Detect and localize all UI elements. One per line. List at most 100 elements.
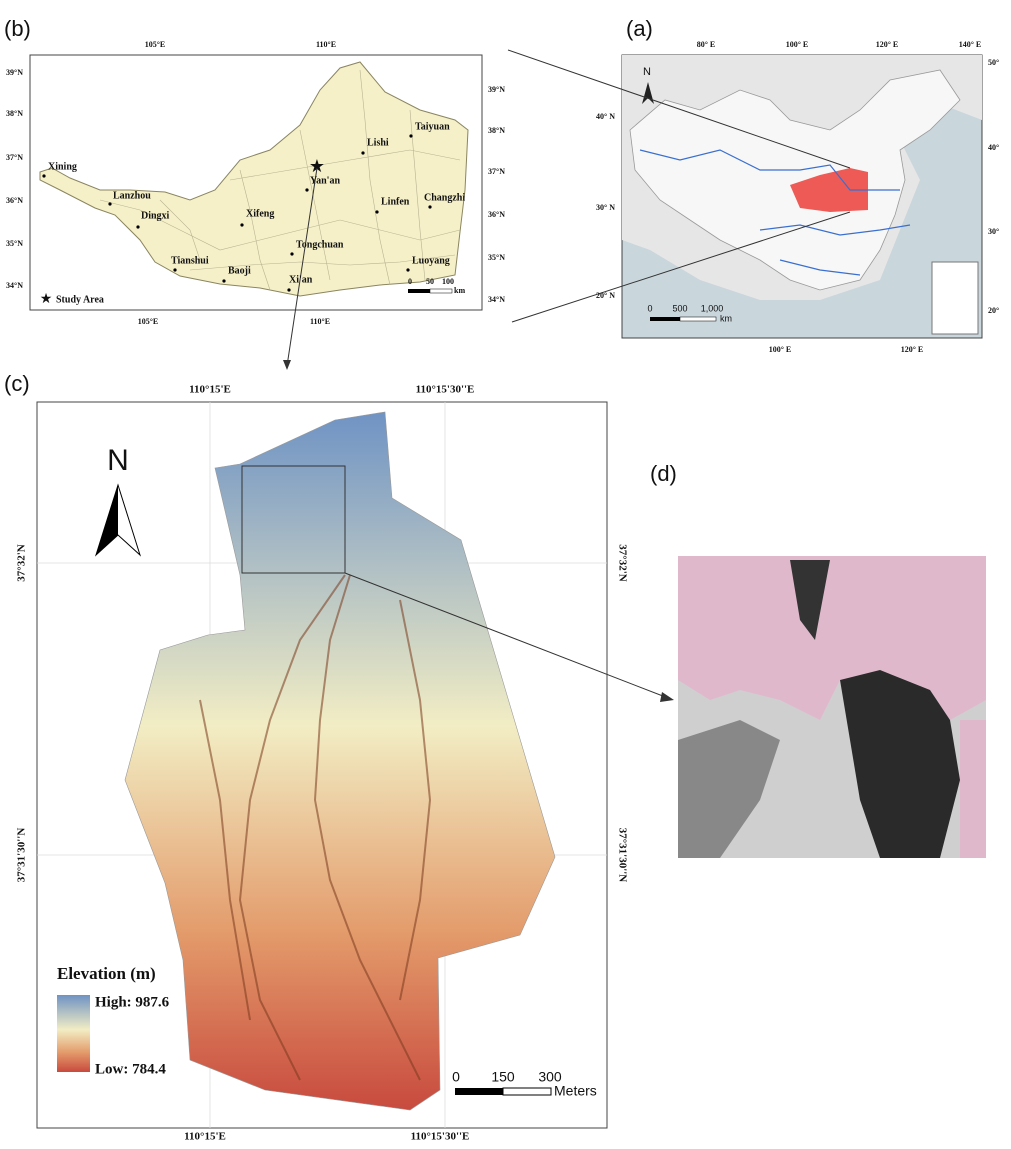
city-label: Tongchuan (296, 239, 344, 250)
city-label: Xifeng (246, 208, 274, 219)
tick-label: 20° (988, 306, 999, 315)
tick-label: 120° E (876, 40, 899, 49)
tick-label: 39°N (488, 85, 505, 94)
tick-label: 0 (452, 1069, 460, 1085)
tick-label: 0 (408, 277, 412, 286)
tick-label: 1,000 (701, 303, 724, 313)
city-dot (108, 202, 111, 205)
city-dot (287, 288, 290, 291)
legend-star: ★ (40, 292, 53, 307)
legend-bar (57, 995, 90, 1072)
tick-label: 37°31'30''N (16, 828, 28, 883)
tick-label: 30° N (596, 203, 615, 212)
city-dot (361, 151, 364, 154)
panel-label: (d) (650, 461, 677, 486)
tick-label: 100° E (769, 345, 792, 354)
tick-label: 36°N (6, 196, 23, 205)
tick-label: 110°15'E (189, 384, 231, 396)
tick-label: 40° N (596, 112, 615, 121)
north-label: N (107, 444, 129, 477)
city-label: Yan'an (310, 175, 340, 186)
tick-label: 34°N (488, 295, 505, 304)
legend-title: Elevation (m) (57, 964, 156, 983)
tick-label: 50 (426, 277, 434, 286)
scale-bar (503, 1088, 551, 1095)
tick-label: 36°N (488, 210, 505, 219)
city-label: Tianshui (171, 255, 209, 266)
tick-label: 37°N (488, 167, 505, 176)
tick-label: 110°E (310, 317, 330, 326)
tick-label: 38°N (488, 126, 505, 135)
study-star: ★ (309, 156, 325, 176)
legend-high: High: 987.6 (95, 994, 170, 1010)
city-label: Taiyuan (415, 121, 450, 132)
city-label: Changzhi (424, 192, 465, 203)
tick-label: 39°N (6, 68, 23, 77)
terrace-area (960, 720, 986, 858)
inset (932, 262, 978, 334)
tick-label: 80° E (697, 40, 716, 49)
tick-label: 140° E (959, 40, 982, 49)
tick-label: 150 (491, 1069, 515, 1085)
scale-unit: km (720, 313, 732, 323)
city-dot (173, 268, 176, 271)
tick-label: 30° (988, 227, 999, 236)
tick-label: 100 (442, 277, 454, 286)
tick-label: 105°E (138, 317, 159, 326)
city-dot (428, 205, 431, 208)
tick-label: 110°15'30''E (411, 1131, 470, 1143)
city-label: Xining (48, 161, 77, 172)
scale-bar (408, 289, 430, 293)
city-dot (136, 225, 139, 228)
tick-label: 110°15'E (184, 1131, 226, 1143)
tick-label: 35°N (6, 239, 23, 248)
city-label: Lanzhou (113, 190, 151, 201)
tick-label: 40° (988, 143, 999, 152)
legend-low: Low: 784.4 (95, 1061, 166, 1077)
city-dot (375, 210, 378, 213)
city-dot (240, 223, 243, 226)
city-dot (42, 174, 45, 177)
tick-label: 37°32'N (16, 544, 28, 581)
tick-label: 35°N (488, 253, 505, 262)
scale-unit: km (454, 286, 465, 295)
panel-label: (c) (4, 371, 30, 396)
tick-label: 0 (647, 303, 652, 313)
tick-label: 105°E (145, 40, 166, 49)
tick-label: 37°31'30''N (616, 828, 628, 883)
scale-bar (430, 289, 452, 293)
tick-label: 120° E (901, 345, 924, 354)
city-dot (406, 268, 409, 271)
north-label: N (643, 66, 651, 78)
panel-label: (a) (626, 16, 653, 41)
tick-label: 50° (988, 58, 999, 67)
tick-label: 100° E (786, 40, 809, 49)
city-dot (290, 252, 293, 255)
tick-label: 37°N (6, 153, 23, 162)
panel-label: (b) (4, 16, 31, 41)
tick-label: 38°N (6, 109, 23, 118)
scale-bar (455, 1088, 503, 1095)
scale-unit: Meters (554, 1083, 597, 1099)
city-label: Dingxi (141, 210, 170, 221)
arrow-head (283, 360, 291, 370)
legend-label: Study Area (56, 294, 104, 305)
tick-label: 110°E (316, 40, 336, 49)
city-label: Lishi (367, 137, 389, 148)
scale-bar (650, 317, 680, 321)
city-label: Luoyang (412, 255, 450, 266)
tick-label: 500 (672, 303, 687, 313)
city-label: Xi'an (289, 274, 313, 285)
tick-label: 37°32'N (616, 544, 628, 581)
city-label: Linfen (381, 196, 410, 207)
arrow-head (660, 692, 674, 702)
city-dot (305, 188, 308, 191)
tick-label: 110°15'30''E (416, 384, 475, 396)
figure: ★ ★ (b)105°E110°E105°E110°E39°N38 (0, 0, 1011, 1144)
city-label: Baoji (228, 265, 251, 276)
city-dot (222, 279, 225, 282)
tick-label: 34°N (6, 281, 23, 290)
city-dot (409, 134, 412, 137)
scale-bar (680, 317, 716, 321)
tick-label: 20° N (596, 291, 615, 300)
